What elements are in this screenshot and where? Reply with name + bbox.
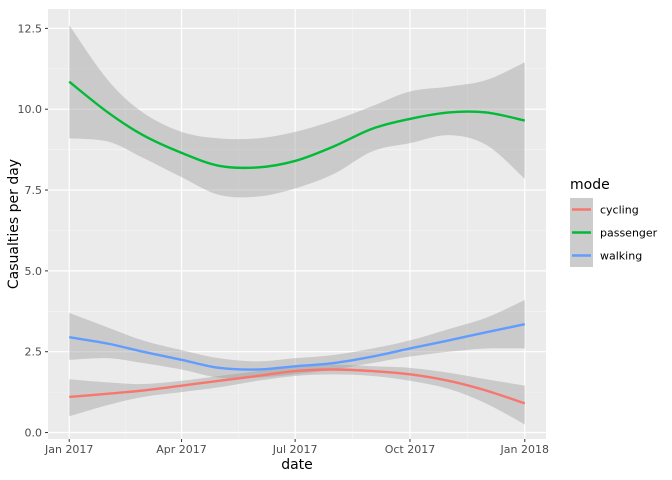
y-axis: 0.0 2.5 5.0 7.5 10.0 12.5 — [18, 22, 48, 440]
y-tick-label: 2.5 — [25, 346, 43, 359]
legend-label-passenger: passenger — [600, 227, 658, 240]
line-walking — [69, 323, 526, 371]
y-axis-title: Casualties per day — [6, 159, 22, 289]
y-tick-label: 0.0 — [25, 427, 43, 440]
legend-title: mode — [570, 177, 610, 193]
x-axis-title: date — [281, 457, 313, 473]
x-tick-label: Jan 2017 — [44, 443, 93, 456]
y-tick-label: 12.5 — [18, 22, 43, 35]
line-cycling — [69, 368, 526, 405]
legend-label-walking: walking — [600, 250, 642, 263]
x-tick-label: Oct 2017 — [385, 443, 436, 456]
band-walking — [69, 299, 525, 379]
y-tick-label: 10.0 — [18, 103, 43, 116]
series-lines — [68, 80, 526, 405]
line-passenger — [68, 80, 526, 170]
x-tick-label: Apr 2017 — [156, 443, 207, 456]
plot-panel — [48, 9, 546, 439]
band-cycling — [69, 364, 525, 425]
x-tick-label: Jul 2017 — [272, 443, 318, 456]
legend: mode cycling passenger walking — [570, 177, 658, 267]
legend-label-cycling: cycling — [600, 204, 639, 217]
y-tick-label: 7.5 — [25, 184, 43, 197]
x-axis: Jan 2017 Apr 2017 Jul 2017 Oct 2017 Jan 2018 — [44, 439, 549, 456]
y-tick-label: 5.0 — [25, 265, 43, 278]
x-tick-label: Jan 2018 — [500, 443, 549, 456]
